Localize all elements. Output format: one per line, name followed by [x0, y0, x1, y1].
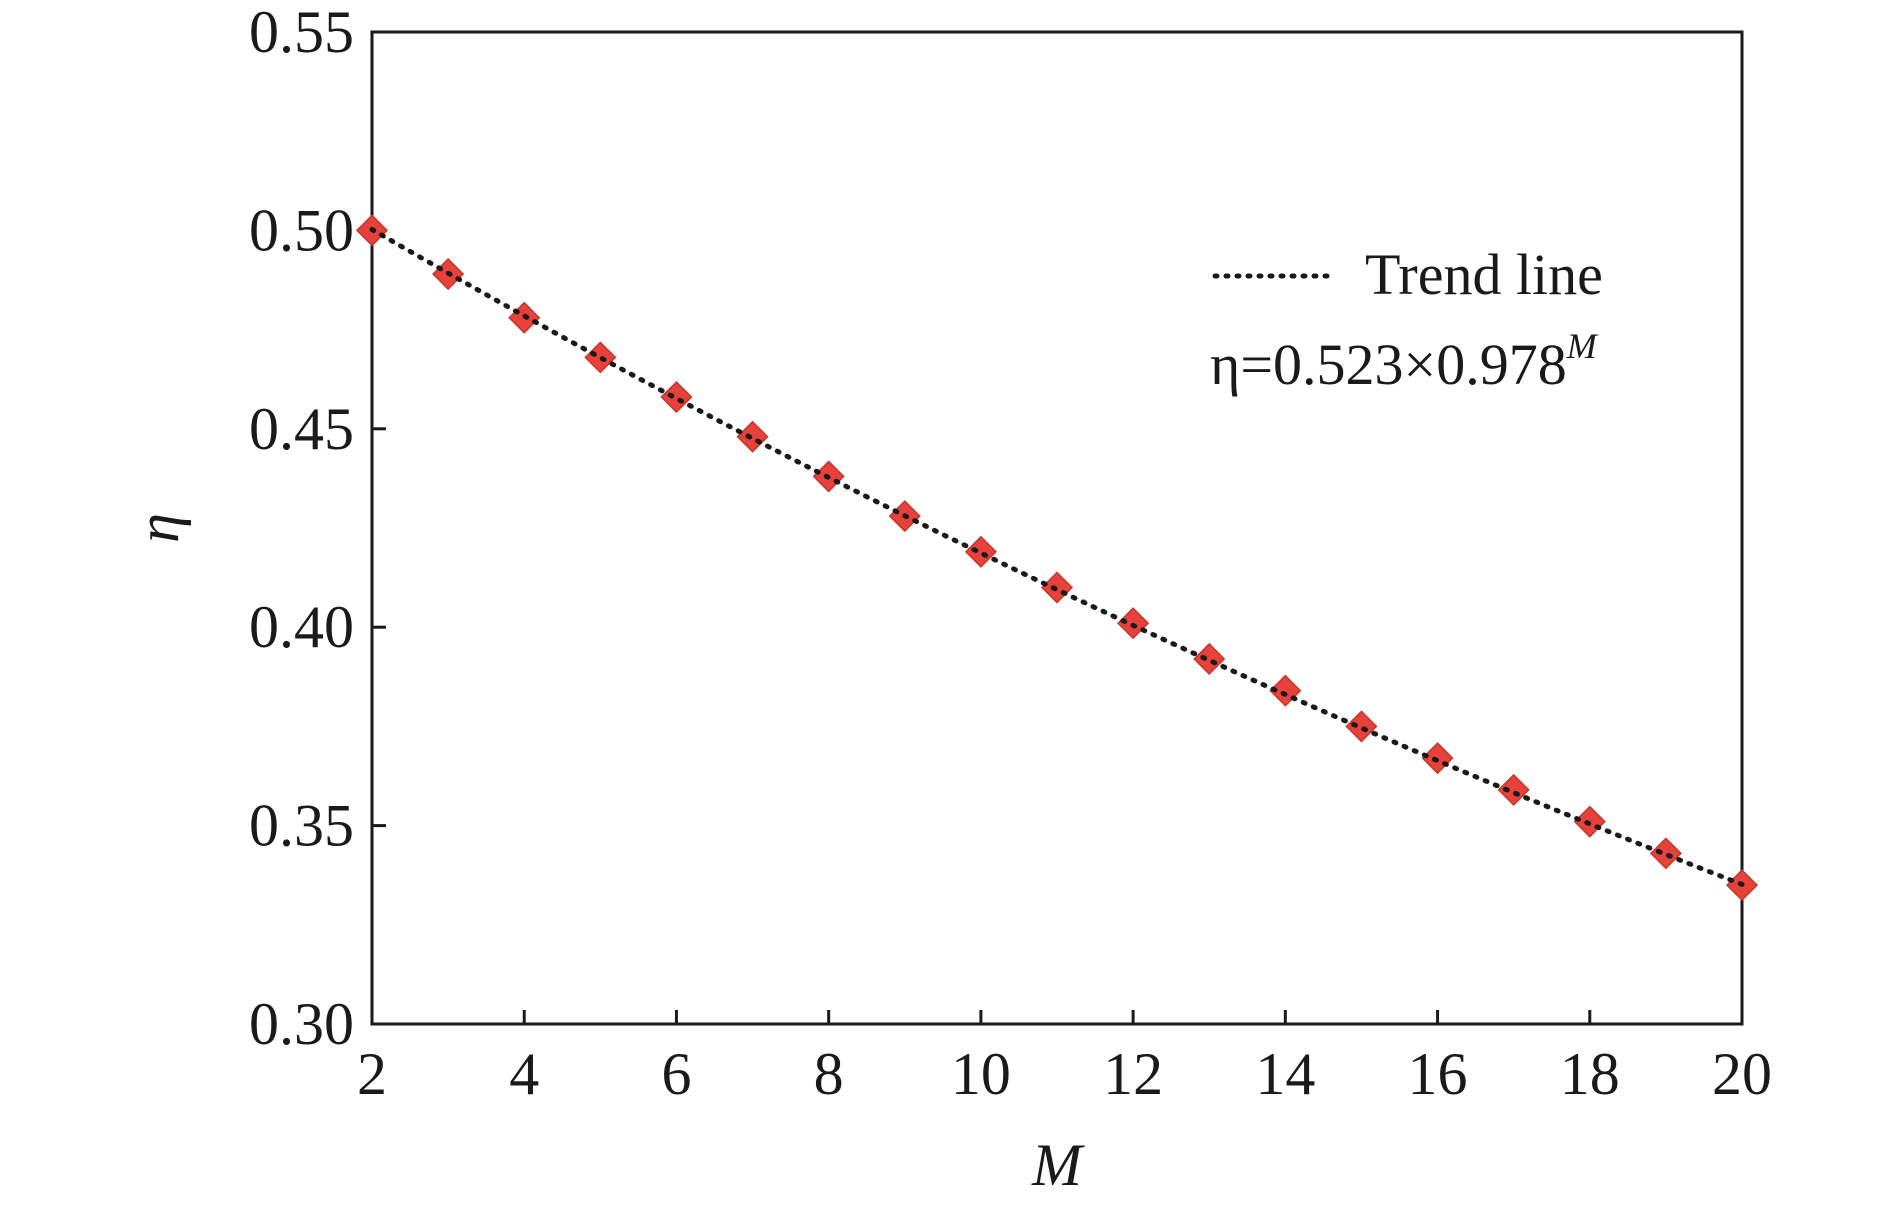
data-point	[660, 380, 693, 414]
data-point	[1345, 710, 1378, 743]
y-tick-label: 0.45	[249, 396, 354, 462]
x-tick-label: 20	[1712, 1041, 1772, 1107]
x-tick-label: 16	[1408, 1041, 1468, 1107]
x-tick-label: 6	[661, 1041, 691, 1107]
data-points	[355, 214, 1759, 902]
legend-trend-label: Trend line	[1365, 242, 1603, 307]
x-tick-label: 8	[814, 1041, 844, 1107]
x-tick-label: 18	[1560, 1041, 1620, 1107]
trend-equation: η=0.523×0.978M	[1210, 326, 1599, 397]
x-tick-label: 2	[357, 1041, 387, 1107]
y-axis-title: η	[125, 513, 191, 543]
plot-frame	[370, 30, 1744, 1026]
data-point	[736, 420, 769, 453]
trend-line	[369, 226, 1745, 887]
legend: Trend line η=0.523×0.978M	[1210, 242, 1603, 397]
y-tick-label: 0.30	[249, 991, 354, 1057]
x-tick-label: 4	[509, 1041, 539, 1107]
y-tick-label: 0.50	[249, 197, 354, 263]
x-axis-title: M	[1031, 1132, 1085, 1198]
x-tick-label: 14	[1255, 1041, 1315, 1107]
x-axis-ticks: 2 4 6 8 10 12 14 16 18 20	[357, 1010, 1772, 1107]
data-point	[964, 535, 997, 568]
data-point	[1497, 773, 1530, 806]
data-point	[1193, 642, 1226, 676]
x-tick-label: 10	[951, 1041, 1011, 1107]
trend-equation-exponent: M	[1566, 326, 1599, 366]
trend-equation-base: η=0.523×0.978	[1210, 332, 1567, 397]
y-axis-ticks: 0.30 0.35 0.40 0.45 0.50 0.55	[249, 0, 386, 1057]
x-tick-label: 12	[1103, 1041, 1163, 1107]
y-tick-label: 0.40	[249, 594, 354, 660]
data-point	[1649, 837, 1682, 870]
y-tick-label: 0.35	[249, 793, 354, 859]
y-tick-label: 0.55	[249, 0, 354, 65]
